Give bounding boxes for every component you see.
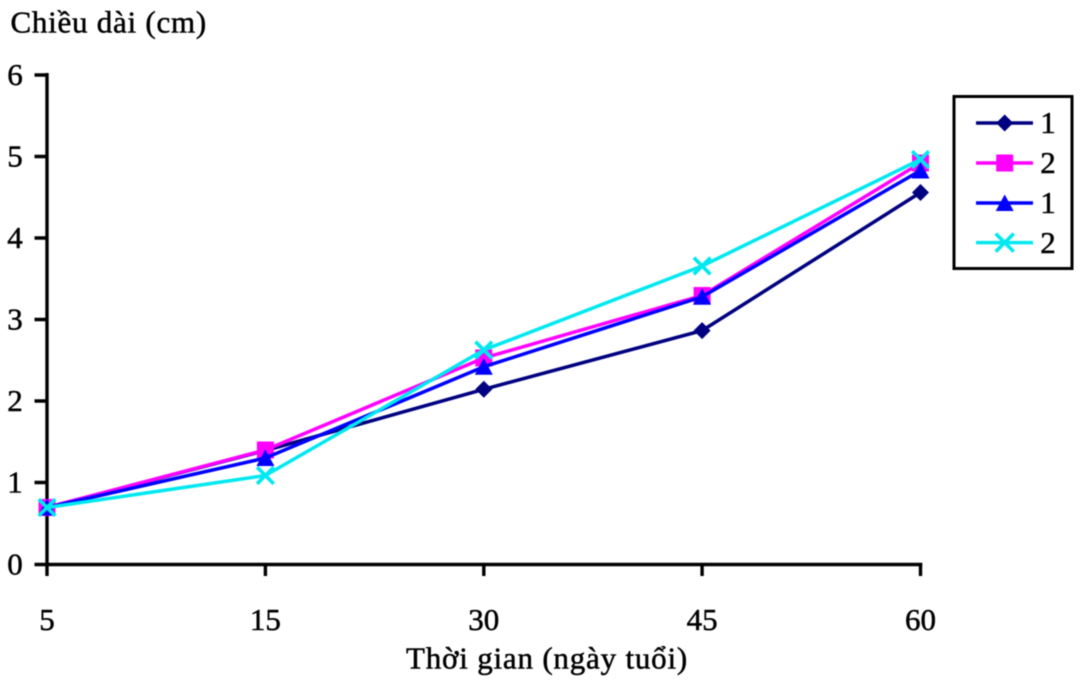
svg-text:2: 2 (7, 383, 23, 418)
svg-text:2: 2 (1040, 145, 1056, 180)
svg-text:0: 0 (7, 547, 23, 582)
svg-text:2: 2 (1040, 225, 1056, 260)
svg-text:30: 30 (468, 602, 499, 637)
svg-text:60: 60 (905, 602, 936, 637)
svg-text:45: 45 (687, 602, 718, 637)
svg-text:Chiều dài (cm): Chiều dài (cm) (11, 5, 207, 40)
svg-text:1: 1 (1040, 185, 1056, 220)
svg-text:6: 6 (7, 57, 23, 92)
svg-text:5: 5 (7, 139, 23, 174)
svg-text:15: 15 (250, 602, 281, 637)
svg-text:1: 1 (7, 465, 23, 500)
svg-text:1: 1 (1040, 105, 1056, 140)
svg-text:4: 4 (7, 220, 23, 255)
svg-text:Thời gian (ngày tuổi): Thời gian (ngày tuổi) (406, 641, 688, 676)
svg-text:3: 3 (7, 302, 23, 337)
svg-text:5: 5 (39, 602, 55, 637)
